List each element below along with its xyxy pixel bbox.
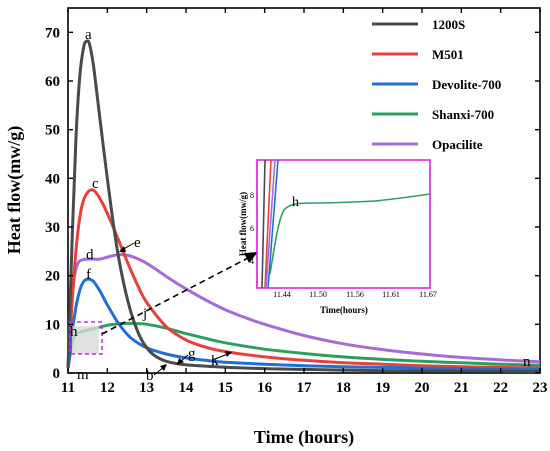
x-tick-label-1: 12: [100, 380, 115, 396]
y-tick-label-5: 50: [45, 123, 60, 139]
inset-frame: [256, 159, 431, 289]
annot-d: d: [86, 247, 94, 263]
inset-curve-shanxi: [269, 193, 431, 275]
legend-label-3: Shanxi-700: [432, 107, 494, 122]
annot-j: j: [142, 306, 147, 322]
annot-n: n: [523, 354, 531, 370]
x-tick-label-5: 16: [257, 380, 273, 396]
inset-curve-1200s: [261, 159, 266, 289]
inset-curve-opacilite: [265, 159, 276, 289]
legend-label-1: M501: [432, 47, 464, 62]
x-tick-label-3: 14: [179, 380, 195, 396]
inset-xtick-2: 11.56: [346, 290, 364, 299]
x-tick-label-7: 18: [336, 380, 351, 396]
inset-y-axis: 8 6 4: [250, 191, 254, 266]
series-line-opacilite: [66, 253, 541, 369]
annot-h: h: [70, 324, 78, 340]
zoom-pointer-arrowhead: [244, 252, 258, 263]
annot-c: c: [92, 176, 99, 192]
inset-annot-h: h: [292, 195, 299, 210]
x-tick-label-11: 22: [493, 380, 508, 396]
y-axis-title: Heat flow(mw/g): [4, 126, 25, 254]
inset-xtick-3: 11.61: [382, 290, 400, 299]
legend: 1200S M501 Devolite-700 Shanxi-700 Opacilite: [372, 17, 501, 152]
zoom-pointer-line: [101, 257, 249, 335]
series-line-1200s: [66, 39, 541, 373]
annot-e: e: [134, 235, 141, 251]
annot-k: k: [211, 353, 219, 369]
x-tick-label-9: 20: [415, 380, 430, 396]
legend-label-4: Opacilite: [432, 137, 483, 152]
y-tick-label-4: 40: [45, 171, 60, 187]
inset-y-title: Heat flow(mw/g): [238, 192, 248, 256]
x-axis: 11 12 13 14 15 16 17 18 19 20 21 22 23: [61, 8, 548, 396]
arrowhead-g: [177, 358, 184, 365]
inset-x-axis: 11.44 11.50 11.56 11.61 11.67: [273, 290, 437, 299]
inset-xtick-1: 11.50: [309, 290, 327, 299]
inset-ytick-4: 4: [250, 257, 254, 266]
arrowhead-e: [119, 246, 126, 252]
plot-area: 11 12 13 14 15 16 17 18 19 20 21 22 23 0 10 20 30 40 50 60…: [45, 7, 548, 396]
inset-xtick-4: 11.67: [419, 290, 437, 299]
annot-f: f: [86, 267, 91, 283]
x-tick-label-6: 17: [297, 380, 313, 396]
y-tick-label-7: 70: [45, 25, 60, 41]
inset-panel: h 8 6 4 11.44 11.50 11.56 11.61 11.67 Ti…: [238, 159, 437, 315]
annot-m: m: [77, 367, 89, 383]
x-tick-label-8: 19: [375, 380, 390, 396]
annot-b: b: [146, 368, 154, 384]
inset-curve-m501: [264, 159, 272, 289]
x-tick-label-0: 11: [61, 380, 75, 396]
arrow-k: [211, 353, 229, 361]
arrowhead-b: [160, 364, 167, 371]
inset-curve-devolite: [267, 159, 279, 289]
x-tick-label-2: 13: [139, 380, 154, 396]
annotations: a c d e f h j m b g k n: [70, 27, 531, 384]
legend-label-2: Devolite-700: [432, 77, 501, 92]
x-tick-label-10: 21: [454, 380, 469, 396]
x-axis-title: Time (hours): [254, 427, 354, 448]
inset-xtick-0: 11.44: [273, 290, 291, 299]
annot-a: a: [85, 27, 92, 43]
y-tick-label-1: 10: [45, 317, 60, 333]
x-tick-label-4: 15: [218, 380, 233, 396]
y-tick-label-0: 0: [53, 366, 61, 382]
arrowhead-k: [225, 351, 232, 357]
annot-g: g: [188, 346, 196, 362]
x-tick-label-12: 23: [533, 380, 548, 396]
inset-ytick-8: 8: [250, 191, 254, 200]
legend-label-0: 1200S: [432, 17, 465, 32]
inset-curves: [261, 159, 431, 289]
y-tick-label-3: 30: [45, 220, 60, 236]
y-axis: 0 10 20 30 40 50 60 70: [45, 25, 540, 382]
zoom-box: [69, 321, 103, 355]
series-line-m501: [66, 188, 541, 370]
series-line-devolite-700: [66, 277, 541, 372]
inset-x-title: Time(hours): [320, 305, 368, 315]
y-tick-label-2: 20: [45, 269, 60, 285]
y-tick-label-6: 60: [45, 74, 60, 90]
inset-ytick-6: 6: [250, 224, 254, 233]
region-highlight: [72, 326, 99, 354]
